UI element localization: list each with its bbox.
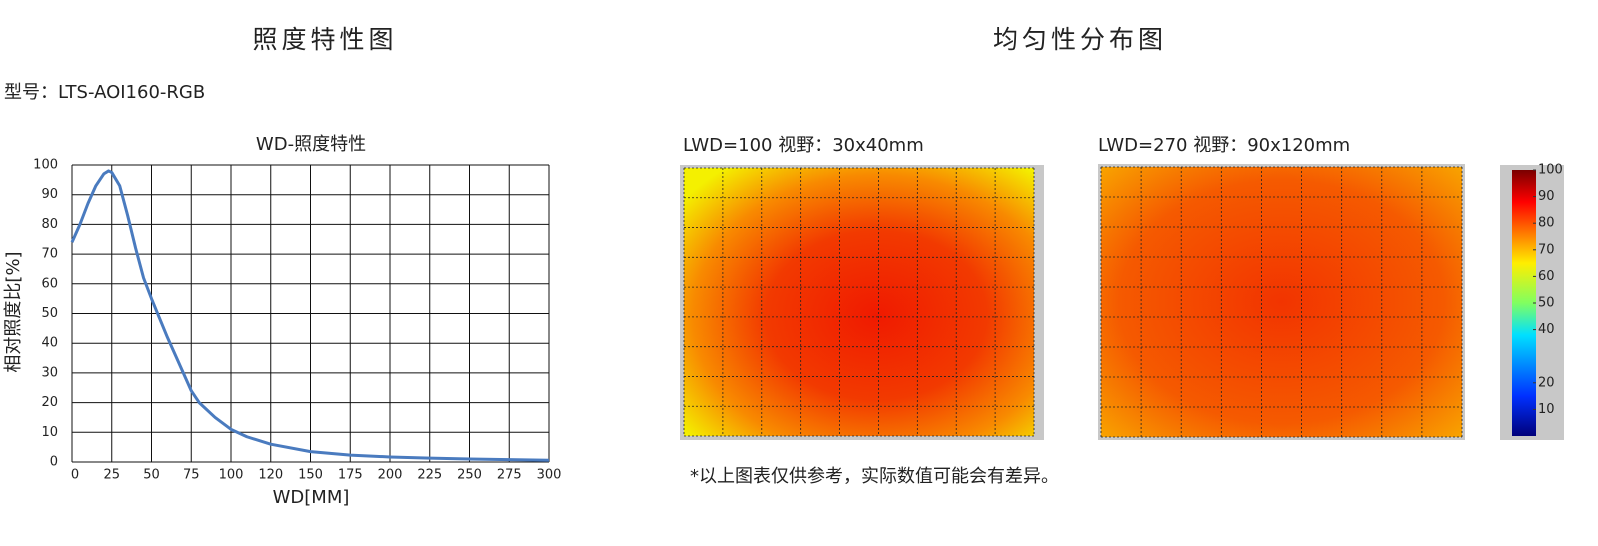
y-axis-label: 相对照度比[%] — [3, 251, 24, 372]
y-tick-label: 30 — [41, 365, 58, 380]
colorbar — [1512, 170, 1536, 436]
x-tick-label: 25 — [103, 468, 120, 483]
x-tick-label: 275 — [497, 468, 522, 483]
model: 型号：LTS-AOI160-RGB — [4, 82, 205, 103]
x-tick-label: 75 — [183, 468, 200, 483]
y-tick-label: 50 — [41, 306, 58, 321]
y-tick-label: 0 — [50, 455, 58, 470]
colorbar-tick-label: 100 — [1538, 163, 1563, 178]
y-tick-label: 80 — [41, 217, 58, 232]
colorbar-tick-label: 90 — [1538, 189, 1555, 204]
y-tick-label: 100 — [33, 158, 58, 173]
colorbar-tick-label: 60 — [1538, 269, 1555, 284]
y-tick-label: 70 — [41, 247, 58, 262]
colorbar-tick-label: 80 — [1538, 216, 1555, 231]
x-tick-label: 175 — [338, 468, 363, 483]
colorbar-tick-label: 40 — [1538, 322, 1555, 337]
right-title: 均匀性分布图 — [993, 25, 1167, 54]
map-caption: LWD=270 视野：90x120mm — [1098, 135, 1350, 156]
colorbar-tick-label: 10 — [1538, 402, 1555, 417]
y-tick-label: 90 — [41, 187, 58, 202]
heatmap — [1101, 167, 1462, 437]
line-series — [70, 169, 550, 462]
x-tick-label: 100 — [219, 468, 244, 483]
map-caption: LWD=100 视野：30x40mm — [683, 135, 924, 156]
y-tick-label: 40 — [41, 336, 58, 351]
x-tick-label: 250 — [457, 468, 482, 483]
colorbar-tick-label: 50 — [1538, 296, 1555, 311]
x-tick-label: 200 — [378, 468, 403, 483]
x-axis-label: WD[MM] — [273, 487, 350, 508]
x-tick-label: 0 — [71, 468, 79, 483]
y-tick-label: 60 — [41, 276, 58, 291]
left-title: 照度特性图 — [252, 25, 397, 54]
chart-title: WD-照度特性 — [256, 134, 366, 155]
colorbar-tick-label: 70 — [1538, 242, 1555, 257]
heatmap — [684, 168, 1034, 436]
x-tick-label: 225 — [417, 468, 442, 483]
y-tick-label: 10 — [41, 425, 58, 440]
y-tick-label: 20 — [41, 395, 58, 410]
colorbar-tick-label: 20 — [1538, 375, 1555, 390]
x-tick-label: 300 — [537, 468, 562, 483]
x-tick-label: 50 — [143, 468, 160, 483]
x-tick-label: 120 — [258, 468, 283, 483]
x-tick-label: 150 — [298, 468, 323, 483]
note: *以上图表仅供参考，实际数值可能会有差异。 — [690, 466, 1059, 487]
